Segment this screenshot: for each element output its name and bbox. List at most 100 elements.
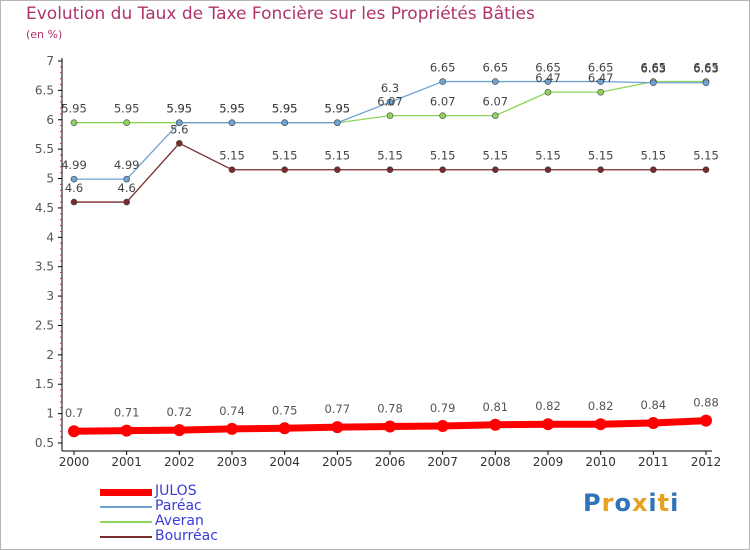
- data-point-JULOS: [331, 421, 344, 434]
- data-label-Paréac: 6.65: [430, 61, 456, 75]
- data-label-Paréac: 6.65: [535, 61, 561, 75]
- y-tick-label: 4: [46, 230, 54, 244]
- data-label-JULOS: 0.77: [325, 402, 351, 416]
- data-label-Averan: 5.95: [114, 102, 140, 116]
- legend-label: JULOS: [155, 483, 197, 499]
- y-tick-label: 6.5: [35, 83, 54, 97]
- x-tick-label: 2002: [164, 455, 195, 469]
- data-label-Bourréac: 5.15: [535, 149, 561, 163]
- data-point-Averan: [386, 112, 394, 119]
- logo-letter: i: [670, 489, 680, 517]
- data-point-JULOS: [594, 418, 607, 431]
- data-label-Bourréac: 4.6: [65, 181, 83, 195]
- data-point-Bourréac: [386, 166, 394, 174]
- data-label-JULOS: 0.74: [219, 404, 245, 418]
- line-chart: 0.511.522.533.544.555.566.57 2000 2001 200…: [35, 54, 722, 469]
- data-point-JULOS: [278, 422, 291, 435]
- data-point-Paréac: [70, 175, 78, 183]
- data-point-Paréac: [650, 79, 657, 87]
- y-tick-label: 1: [46, 407, 54, 421]
- data-point-JULOS: [68, 425, 80, 438]
- x-axis-ticks: 2000 2001 2002 2003 2004 2005 2006 2007 2008 2009…: [59, 451, 722, 469]
- data-point-Paréac: [597, 78, 604, 85]
- data-label-Averan: 6.47: [535, 71, 561, 85]
- data-label-JULOS: 0.81: [483, 400, 509, 414]
- data-point-JULOS: [384, 420, 396, 433]
- data-label-JULOS: 0.75: [272, 403, 298, 417]
- data-point-Paréac: [702, 79, 710, 87]
- legend-swatch: [100, 521, 152, 523]
- y-tick-label: 2: [46, 348, 54, 362]
- data-label-Paréac: 5.95: [325, 102, 351, 116]
- data-label-Paréac: 6.65: [483, 61, 509, 75]
- y-axis-unit: (en %): [26, 28, 63, 41]
- data-label-Averan: 5.95: [61, 102, 87, 116]
- data-point-Bourréac: [544, 166, 552, 174]
- legend-swatch: [100, 489, 152, 496]
- data-point-Bourréac: [70, 198, 78, 206]
- x-tick-label: 2006: [375, 455, 406, 469]
- y-tick-label: 3.5: [35, 260, 54, 274]
- data-point-JULOS: [436, 419, 449, 432]
- legend-swatch: [100, 536, 152, 538]
- data-labels-layer: 0.7 0.71 0.72 0.74 0.75 0.77 0.78 0.79 0.81 0.82 0…: [61, 61, 719, 421]
- data-label-Bourréac: 5.15: [219, 149, 245, 163]
- y-tick-label: 5: [46, 172, 54, 186]
- data-label-JULOS: 0.88: [693, 396, 719, 410]
- data-point-Bourréac: [597, 166, 604, 174]
- y-tick-label: 7: [46, 54, 54, 68]
- data-point-Bourréac: [334, 166, 341, 174]
- x-tick-label: 2003: [217, 455, 248, 469]
- x-tick-label: 2012: [691, 455, 722, 469]
- data-point-JULOS: [173, 424, 186, 437]
- data-label-JULOS: 0.79: [430, 401, 456, 415]
- data-label-JULOS: 0.82: [588, 399, 614, 413]
- y-tick-label: 0.5: [35, 436, 54, 450]
- data-point-Bourréac: [492, 166, 499, 174]
- data-label-Averan: 6.47: [588, 71, 614, 85]
- x-tick-label: 2001: [111, 455, 142, 469]
- x-tick-label: 2005: [322, 455, 353, 469]
- data-label-Paréac: 4.99: [61, 158, 87, 172]
- data-label-Averan: 6.07: [483, 95, 509, 109]
- logo-letter: r: [601, 489, 615, 517]
- data-label-JULOS: 0.78: [377, 402, 403, 416]
- data-point-JULOS: [700, 414, 712, 427]
- data-point-Bourréac: [439, 166, 446, 174]
- y-tick-label: 4.5: [35, 201, 54, 215]
- data-label-JULOS: 0.84: [641, 398, 667, 412]
- data-label-Bourréac: 5.6: [170, 122, 188, 136]
- data-point-JULOS: [647, 417, 660, 430]
- data-point-JULOS: [542, 418, 554, 431]
- data-label-Bourréac: 5.15: [588, 149, 614, 163]
- logo-letter: i: [648, 489, 658, 517]
- logo-letter: x: [631, 489, 649, 517]
- data-point-Bourréac: [650, 166, 657, 174]
- y-tick-label: 3: [46, 289, 54, 303]
- data-point-Averan: [123, 119, 130, 127]
- chart-title: Evolution du Taux de Taxe Foncière sur l…: [26, 4, 535, 24]
- data-label-Averan: 5.95: [167, 102, 193, 116]
- data-point-Bourréac: [281, 166, 288, 174]
- data-label-JULOS: 0.72: [167, 405, 193, 419]
- data-label-Averan: 5.95: [219, 102, 245, 116]
- x-tick-label: 2011: [638, 455, 669, 469]
- data-label-Bourréac: 5.15: [272, 149, 298, 163]
- y-tick-label: 2.5: [35, 318, 54, 332]
- data-point-JULOS: [120, 424, 133, 437]
- data-label-Paréac: 6.63: [641, 62, 667, 76]
- y-tick-label: 6: [46, 113, 54, 127]
- legend-label: Bourréac: [155, 528, 218, 544]
- data-label-JULOS: 0.7: [65, 406, 83, 420]
- logo-letter: P: [583, 489, 602, 517]
- x-tick-label: 2010: [585, 455, 616, 469]
- data-label-Averan: 6.65: [641, 61, 667, 75]
- data-label-Bourréac: 5.15: [325, 149, 351, 163]
- data-point-JULOS: [226, 422, 238, 435]
- data-point-Averan: [597, 88, 604, 96]
- data-point-Averan: [439, 112, 446, 119]
- data-point-Paréac: [228, 119, 236, 127]
- data-label-Averan: 6.07: [430, 95, 456, 109]
- data-label-Bourréac: 5.15: [693, 149, 719, 163]
- data-label-Bourréac: 5.15: [641, 149, 667, 163]
